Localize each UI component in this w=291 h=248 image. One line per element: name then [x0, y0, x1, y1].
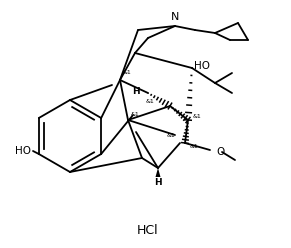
Text: HCl: HCl: [137, 223, 159, 237]
Text: H: H: [132, 87, 140, 95]
Polygon shape: [155, 168, 161, 177]
Text: &1: &1: [123, 70, 132, 75]
Text: &1: &1: [131, 112, 140, 117]
Text: &1: &1: [167, 133, 176, 138]
Text: N: N: [171, 12, 179, 22]
Text: O: O: [216, 147, 224, 157]
Text: &1: &1: [190, 144, 199, 149]
Text: HO: HO: [194, 61, 210, 71]
Text: &1: &1: [193, 114, 202, 119]
Text: HO: HO: [15, 146, 31, 156]
Text: &1: &1: [146, 99, 155, 104]
Text: H: H: [154, 178, 162, 187]
